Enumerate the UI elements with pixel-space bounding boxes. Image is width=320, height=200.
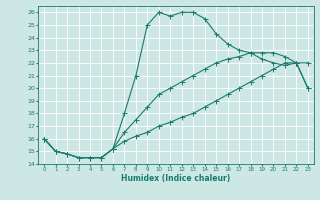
X-axis label: Humidex (Indice chaleur): Humidex (Indice chaleur) [121, 174, 231, 183]
